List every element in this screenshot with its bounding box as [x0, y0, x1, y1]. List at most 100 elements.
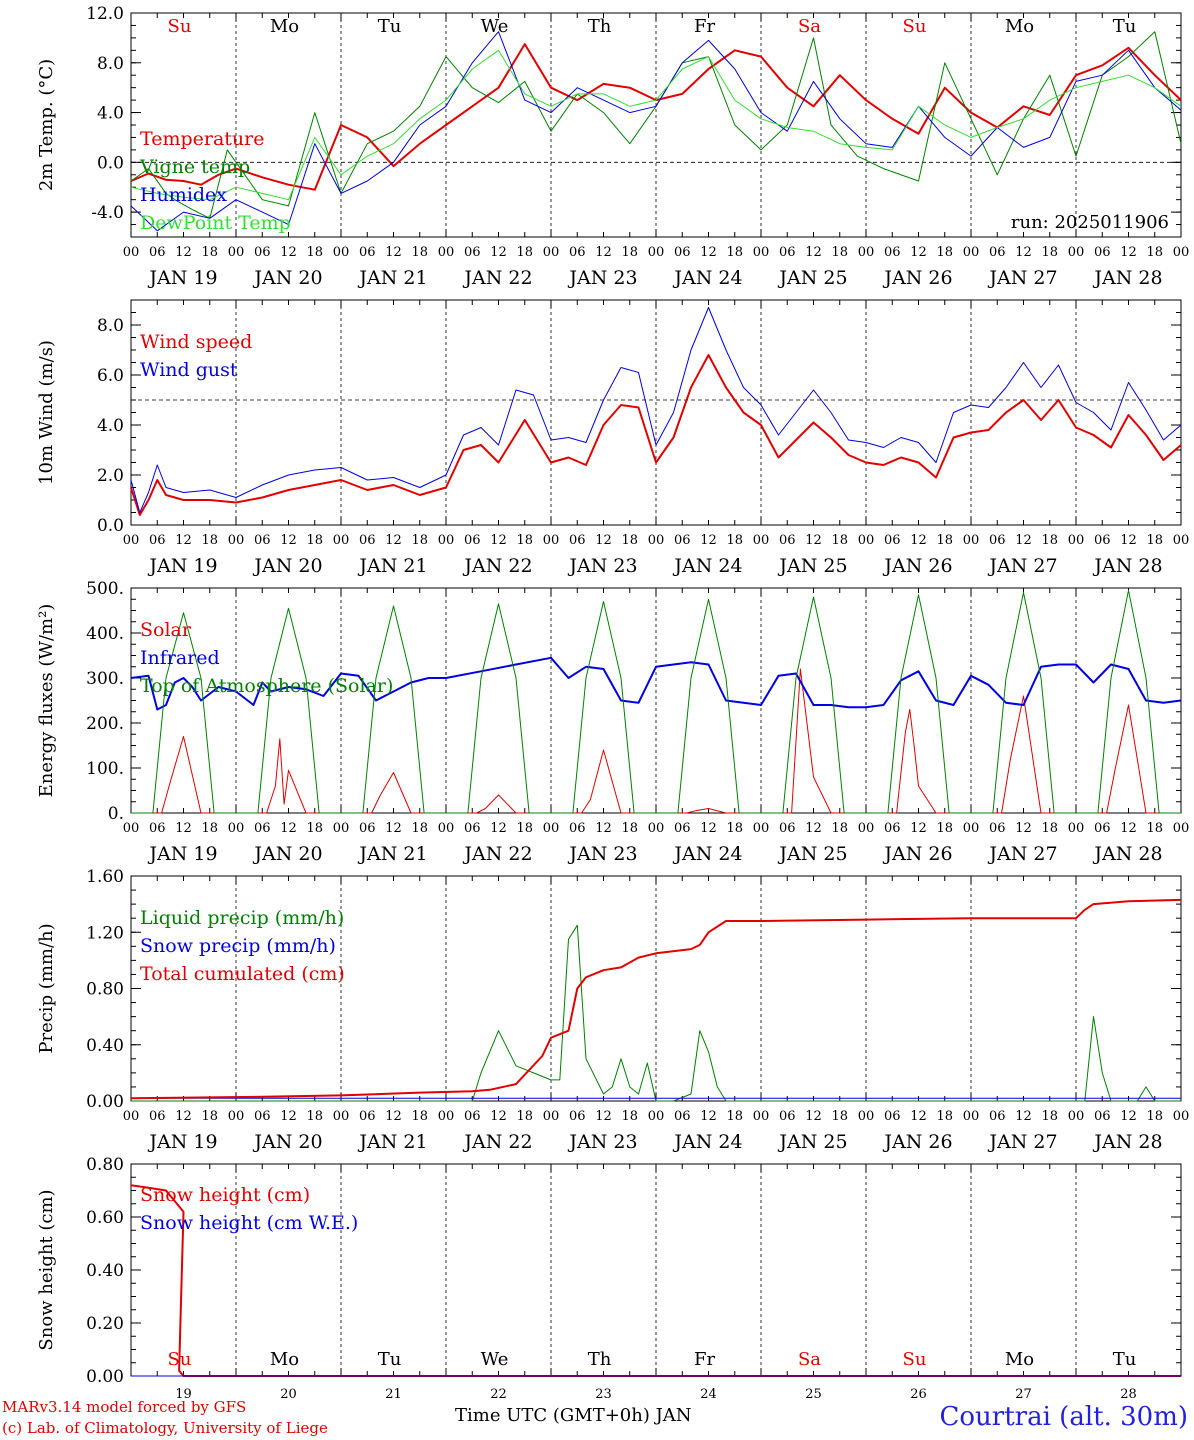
x-tick-label: 00: [858, 821, 875, 836]
x-tick-label: 06: [359, 533, 376, 548]
day-label: JAN 20: [252, 267, 322, 289]
x-tick-label: 12: [1015, 533, 1032, 548]
x-tick-label: 18: [726, 1109, 743, 1124]
x-tick-label: 00: [228, 1109, 245, 1124]
day-label: JAN 26: [882, 843, 952, 865]
x-tick-label: 12: [910, 821, 927, 836]
x-tick-label: 06: [464, 821, 481, 836]
y-tick-label: 0.80: [86, 1155, 124, 1175]
x-tick-label: 06: [1094, 1109, 1111, 1124]
x-tick-label: 18: [726, 533, 743, 548]
legend-entry: Infrared: [140, 647, 220, 669]
day-number: 25: [805, 1387, 822, 1402]
weekday-label: Su: [168, 16, 192, 37]
x-tick-label: 06: [464, 245, 481, 260]
x-tick-label: 06: [779, 821, 796, 836]
x-tick-label: 18: [1146, 821, 1163, 836]
x-tick-label: 00: [123, 1109, 140, 1124]
x-tick-label: 12: [280, 821, 297, 836]
day-number: 24: [700, 1387, 717, 1402]
day-label: JAN 22: [462, 1131, 532, 1153]
series-line-1: [130, 354, 1182, 516]
legend-entry: Humidex: [140, 184, 227, 206]
y-tick-label: 2.0: [97, 466, 124, 486]
y-axis-label: Energy fluxes (W/m²): [36, 604, 57, 798]
x-tick-label: 18: [831, 245, 848, 260]
day-label: JAN 21: [357, 843, 427, 865]
weekday-label: Mo: [1005, 1349, 1034, 1370]
x-tick-label: 12: [1120, 1109, 1137, 1124]
x-tick-label: 00: [228, 821, 245, 836]
panel-1: 00 06 12 18 00 06 12 18 00 06 12 18 00 06 12 18 00 06 12 18…: [36, 4, 1189, 289]
day-label: JAN 26: [882, 555, 952, 577]
y-tick-label: 0.00: [86, 1092, 124, 1112]
x-tick-label: 18: [936, 821, 953, 836]
y-tick-label: 8.0: [97, 316, 124, 336]
x-tick-label: 12: [490, 245, 507, 260]
x-tick-label: 00: [123, 821, 140, 836]
x-tick-label: 06: [1094, 245, 1111, 260]
y-tick-label: 0.60: [86, 1208, 124, 1228]
x-tick-label: 06: [884, 245, 901, 260]
x-tick-label: 12: [595, 821, 612, 836]
x-tick-label: 06: [674, 245, 691, 260]
day-label: JAN 23: [567, 1131, 637, 1153]
x-tick-label: 06: [569, 821, 586, 836]
y-tick-label: 8.0: [97, 54, 124, 74]
x-tick-label: 00: [438, 1109, 455, 1124]
day-label: JAN 20: [252, 555, 322, 577]
day-label: JAN 23: [567, 555, 637, 577]
x-tick-label: 18: [936, 1109, 953, 1124]
x-tick-label: 18: [936, 533, 953, 548]
weekday-label: Mo: [270, 16, 299, 37]
x-tick-label: 18: [516, 245, 533, 260]
x-tick-label: 00: [753, 1109, 770, 1124]
x-tick-label: 18: [1041, 1109, 1058, 1124]
x-tick-label: 06: [779, 533, 796, 548]
x-tick-label: 06: [569, 1109, 586, 1124]
x-tick-label: 00: [1068, 1109, 1085, 1124]
x-tick-label: 06: [884, 533, 901, 548]
series-line-2: [130, 307, 1182, 513]
x-tick-label: 06: [779, 245, 796, 260]
x-tick-label: 18: [726, 245, 743, 260]
x-tick-label: 00: [648, 821, 665, 836]
x-tick-label: 00: [543, 533, 560, 548]
x-tick-label: 18: [621, 245, 638, 260]
x-tick-label: 06: [254, 245, 271, 260]
x-tick-label: 18: [1041, 245, 1058, 260]
x-tick-label: 06: [149, 821, 166, 836]
y-tick-label: 0.0: [97, 516, 124, 536]
day-label: JAN 25: [777, 267, 847, 289]
x-tick-label: 12: [385, 533, 402, 548]
x-tick-label: 12: [805, 533, 822, 548]
day-label: JAN 24: [672, 1131, 742, 1153]
y-tick-label: 0.40: [86, 1036, 124, 1056]
x-tick-label: 12: [1120, 533, 1137, 548]
x-tick-label: 00: [963, 533, 980, 548]
day-number: 27: [1015, 1387, 1032, 1402]
plot-frame: [130, 12, 1182, 238]
series-line-4: [130, 49, 1182, 201]
day-number: 21: [385, 1387, 402, 1402]
x-tick-label: 00: [1068, 533, 1085, 548]
day-number: 23: [595, 1387, 612, 1402]
y-tick-label: 1.60: [86, 867, 124, 887]
series-line-2: [130, 656, 1182, 711]
day-label: JAN 26: [882, 1131, 952, 1153]
legend-entry: Snow precip (mm/h): [140, 935, 336, 957]
x-tick-label: 00: [1068, 245, 1085, 260]
legend-entry: Temperature: [140, 128, 264, 150]
x-tick-label: 06: [569, 245, 586, 260]
y-tick-label: 6.0: [97, 366, 124, 386]
x-tick-label: 18: [621, 821, 638, 836]
time-axis-title: Time UTC (GMT+0h) JAN: [455, 1405, 692, 1426]
x-tick-label: 12: [700, 245, 717, 260]
x-tick-label: 12: [1120, 245, 1137, 260]
x-tick-label: 12: [490, 821, 507, 836]
x-tick-label: 12: [595, 1109, 612, 1124]
plot-frame: [130, 299, 1182, 526]
day-label: JAN 21: [357, 555, 427, 577]
x-tick-label: 06: [884, 1109, 901, 1124]
x-tick-label: 18: [306, 1109, 323, 1124]
